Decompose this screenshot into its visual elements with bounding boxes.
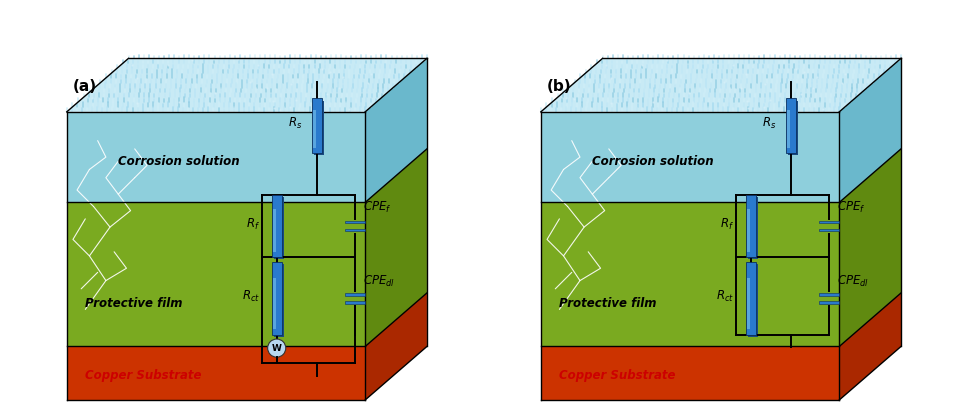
FancyBboxPatch shape: [273, 278, 276, 329]
Polygon shape: [67, 202, 365, 347]
FancyBboxPatch shape: [786, 98, 796, 152]
Circle shape: [268, 339, 285, 357]
FancyBboxPatch shape: [274, 197, 283, 259]
Text: (b): (b): [547, 79, 572, 94]
Text: W: W: [272, 344, 281, 353]
Polygon shape: [67, 149, 427, 202]
Polygon shape: [541, 112, 840, 202]
FancyBboxPatch shape: [312, 98, 322, 152]
Text: Copper Substrate: Copper Substrate: [86, 369, 202, 382]
Text: $CPE_{dl}$: $CPE_{dl}$: [837, 274, 869, 289]
FancyBboxPatch shape: [747, 209, 750, 252]
Polygon shape: [541, 347, 840, 400]
FancyBboxPatch shape: [746, 262, 756, 335]
FancyBboxPatch shape: [748, 264, 758, 337]
FancyBboxPatch shape: [272, 195, 281, 257]
Text: $R_s$: $R_s$: [288, 116, 303, 131]
Text: Corrosion solution: Corrosion solution: [118, 155, 240, 168]
Text: $CPE_f$: $CPE_f$: [363, 200, 392, 215]
FancyBboxPatch shape: [345, 301, 365, 304]
FancyBboxPatch shape: [787, 110, 790, 148]
Text: $R_f$: $R_f$: [720, 216, 734, 232]
Text: Protective film: Protective film: [86, 297, 183, 310]
FancyBboxPatch shape: [788, 100, 798, 154]
FancyBboxPatch shape: [748, 197, 758, 259]
FancyBboxPatch shape: [314, 100, 324, 154]
Text: Protective film: Protective film: [559, 297, 656, 310]
Polygon shape: [67, 58, 427, 112]
FancyBboxPatch shape: [819, 301, 840, 304]
Polygon shape: [67, 293, 427, 347]
FancyBboxPatch shape: [273, 209, 276, 252]
Polygon shape: [541, 149, 901, 202]
FancyBboxPatch shape: [746, 195, 756, 257]
FancyBboxPatch shape: [274, 264, 283, 337]
Polygon shape: [840, 149, 901, 347]
Text: $CPE_f$: $CPE_f$: [838, 200, 866, 215]
FancyBboxPatch shape: [345, 221, 365, 223]
Polygon shape: [365, 58, 427, 202]
FancyBboxPatch shape: [819, 293, 840, 296]
Text: (a): (a): [73, 79, 97, 94]
Text: $R_{ct}$: $R_{ct}$: [716, 289, 734, 304]
FancyBboxPatch shape: [747, 278, 750, 329]
Text: $CPE_{dl}$: $CPE_{dl}$: [362, 274, 394, 289]
Text: $R_{ct}$: $R_{ct}$: [243, 289, 260, 304]
Polygon shape: [541, 202, 840, 347]
Polygon shape: [365, 149, 427, 347]
Polygon shape: [840, 293, 901, 400]
FancyBboxPatch shape: [313, 110, 317, 148]
FancyBboxPatch shape: [345, 229, 365, 231]
Polygon shape: [67, 112, 365, 202]
FancyBboxPatch shape: [272, 262, 281, 335]
Polygon shape: [67, 347, 365, 400]
FancyBboxPatch shape: [345, 293, 365, 296]
FancyBboxPatch shape: [819, 221, 840, 223]
Polygon shape: [365, 293, 427, 400]
FancyBboxPatch shape: [819, 229, 840, 231]
Text: $R_f$: $R_f$: [245, 216, 260, 232]
Polygon shape: [840, 58, 901, 202]
Text: Copper Substrate: Copper Substrate: [559, 369, 676, 382]
Text: $R_s$: $R_s$: [763, 116, 776, 131]
Polygon shape: [541, 58, 901, 112]
Text: Corrosion solution: Corrosion solution: [592, 155, 714, 168]
Polygon shape: [541, 293, 901, 347]
